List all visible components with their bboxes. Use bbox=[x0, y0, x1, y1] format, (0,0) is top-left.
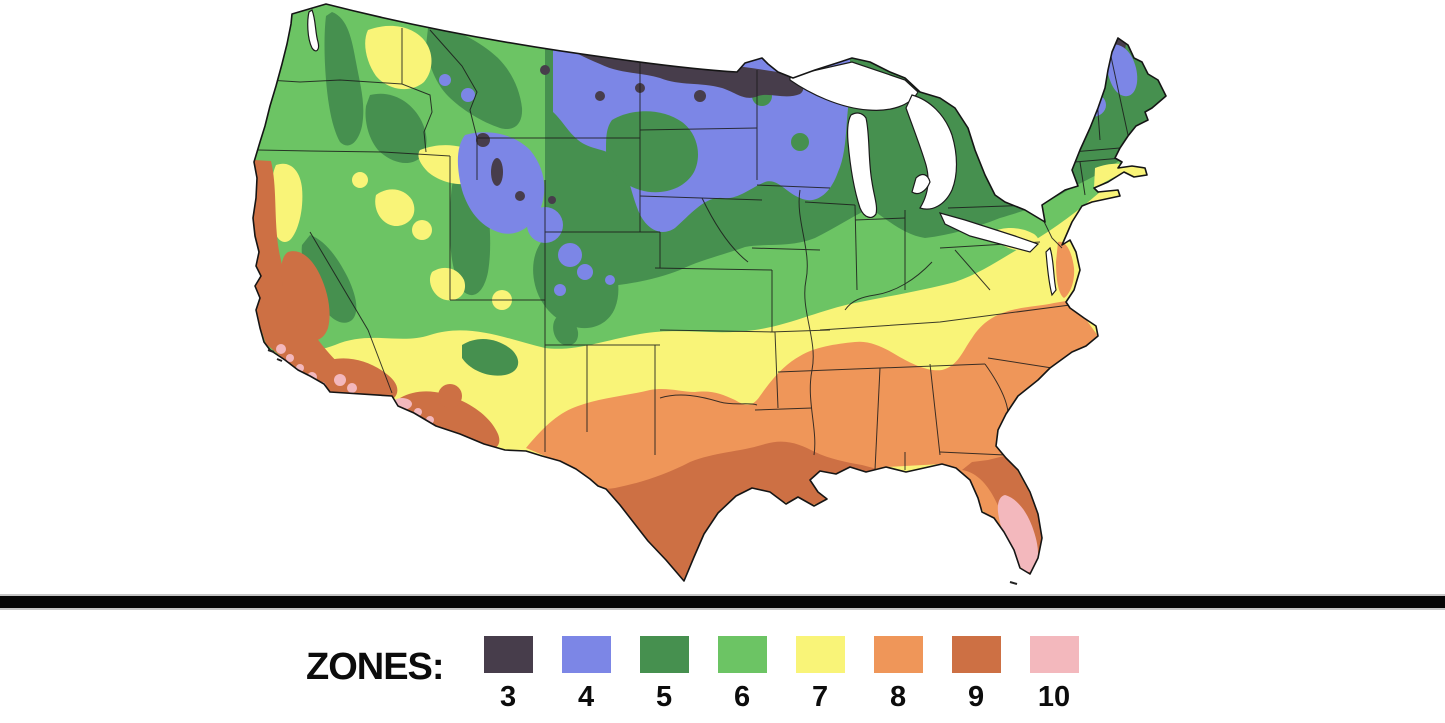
zone-4-rockies-blobs bbox=[439, 74, 615, 296]
zone-3-spot bbox=[540, 65, 550, 75]
zone-8-swatch bbox=[873, 636, 923, 673]
zone-3-swatch bbox=[483, 636, 533, 673]
zone-6-legend-item: 6 bbox=[717, 636, 767, 713]
zone-5-dakotas-patch bbox=[606, 111, 698, 193]
zone-6-label: 6 bbox=[733, 681, 751, 713]
zone-8-delmarva-sliver bbox=[1056, 241, 1075, 298]
puget-sound bbox=[307, 9, 320, 52]
zone-5-label: 5 bbox=[655, 681, 673, 713]
lake-huron bbox=[905, 94, 958, 210]
divider-bar bbox=[0, 594, 1445, 610]
zone-10-label: 10 bbox=[1037, 681, 1071, 713]
saginaw-bay bbox=[911, 173, 931, 195]
zone-7-legend-item: 7 bbox=[795, 636, 845, 713]
zone-5-legend-item: 5 bbox=[639, 636, 689, 713]
zone-6-swatch bbox=[717, 636, 767, 673]
us-hardiness-map bbox=[252, 3, 1167, 585]
lake-superior bbox=[789, 61, 919, 111]
zone-9-legend-item: 9 bbox=[951, 636, 1001, 713]
lake-ontario bbox=[1001, 171, 1054, 191]
zone-3-label: 3 bbox=[499, 681, 517, 713]
zone-8-label: 8 bbox=[889, 681, 907, 713]
great-lakes-water bbox=[307, 9, 1057, 297]
zones-legend-title: ZONES: bbox=[306, 646, 445, 688]
us-coast-outline bbox=[252, 3, 1167, 582]
chesapeake-bay bbox=[1045, 246, 1057, 297]
zone-9-label: 9 bbox=[967, 681, 985, 713]
zone-7-swatch bbox=[795, 636, 845, 673]
zone-10-swatch bbox=[1029, 636, 1079, 673]
zone-5-swatch bbox=[639, 636, 689, 673]
channel-islands bbox=[267, 349, 1018, 585]
lake-michigan bbox=[847, 112, 878, 218]
zone-10-legend-item: 10 bbox=[1029, 636, 1079, 713]
zone-8-legend-item: 8 bbox=[873, 636, 923, 713]
zone-3-legend-item: 3 bbox=[483, 636, 533, 713]
lake-erie bbox=[938, 212, 1040, 253]
us-hardiness-map-container bbox=[252, 3, 1167, 585]
zone-4-swatch bbox=[561, 636, 611, 673]
zone-4-label: 4 bbox=[577, 681, 595, 713]
zone-3-spot bbox=[694, 90, 706, 102]
zone-5-spot bbox=[791, 133, 809, 151]
zone-4-legend-item: 4 bbox=[561, 636, 611, 713]
zone-9-swatch bbox=[951, 636, 1001, 673]
zone-3-rockies-spots bbox=[476, 133, 556, 204]
zone-7-label: 7 bbox=[811, 681, 829, 713]
legend-items: 3 4 5 6 7 8 9 10 bbox=[483, 636, 1079, 713]
zone-3-spot bbox=[595, 91, 605, 101]
zones-legend: ZONES: 3 4 5 6 7 8 9 10 bbox=[306, 636, 1079, 712]
